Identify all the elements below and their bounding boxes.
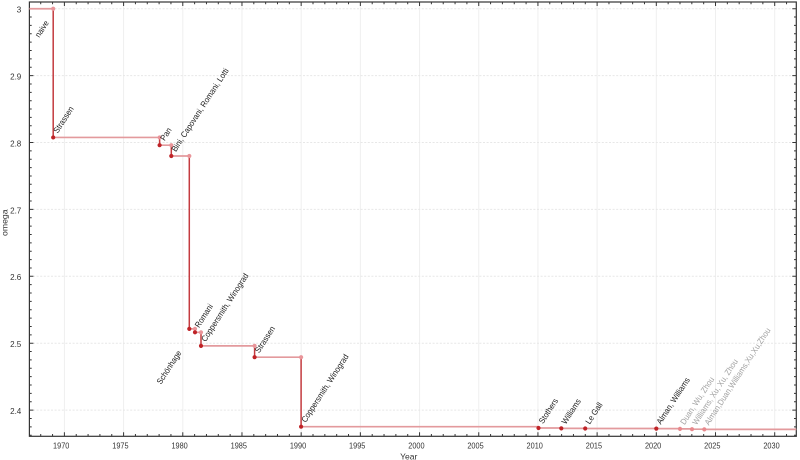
svg-text:1970: 1970 — [53, 440, 70, 450]
svg-text:2.5: 2.5 — [10, 339, 22, 349]
svg-text:1995: 1995 — [349, 440, 366, 450]
svg-text:omega: omega — [0, 209, 10, 236]
svg-text:2030: 2030 — [763, 440, 780, 450]
svg-text:2.4: 2.4 — [10, 406, 22, 416]
svg-text:Year: Year — [400, 452, 417, 460]
svg-text:1990: 1990 — [290, 440, 307, 450]
svg-text:2.7: 2.7 — [10, 205, 22, 215]
svg-text:2005: 2005 — [467, 440, 484, 450]
svg-text:1975: 1975 — [112, 440, 129, 450]
svg-text:2.9: 2.9 — [10, 72, 22, 82]
svg-text:2025: 2025 — [704, 440, 721, 450]
svg-text:2015: 2015 — [586, 440, 603, 450]
svg-text:2010: 2010 — [527, 440, 544, 450]
svg-text:2020: 2020 — [645, 440, 662, 450]
svg-text:2.6: 2.6 — [10, 272, 22, 282]
svg-text:1980: 1980 — [171, 440, 188, 450]
svg-text:2.8: 2.8 — [10, 138, 22, 148]
svg-text:3: 3 — [17, 5, 22, 15]
svg-text:1985: 1985 — [231, 440, 248, 450]
svg-text:2000: 2000 — [408, 440, 425, 450]
